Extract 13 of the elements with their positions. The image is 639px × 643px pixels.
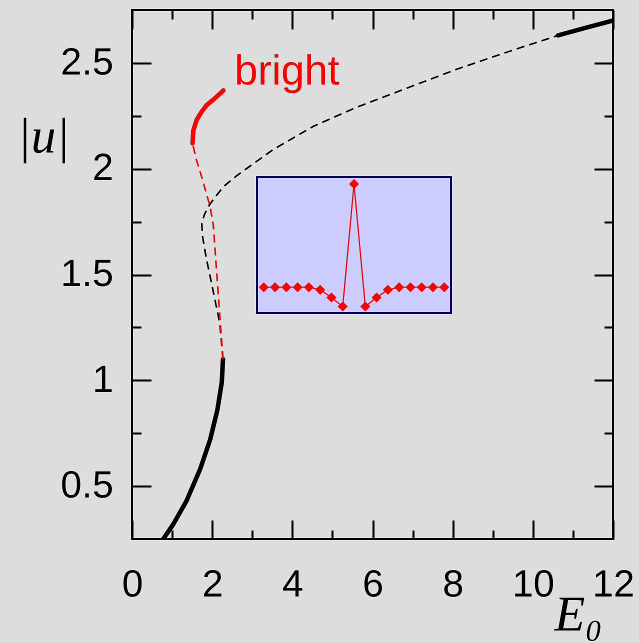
y-axis-title: |u| — [17, 108, 70, 164]
x-tick-label: 2 — [202, 564, 224, 606]
x-tick-label: 10 — [512, 564, 554, 606]
y-tick-label: 2 — [92, 147, 114, 190]
x-tick-label: 6 — [362, 564, 384, 606]
y-tick-label: 0.5 — [60, 464, 114, 507]
x-tick-label: 4 — [282, 564, 304, 606]
x-tick-label: 8 — [442, 564, 464, 606]
y-tick-label: 2.5 — [60, 41, 114, 84]
y-tick-label: 1.5 — [60, 253, 114, 295]
y-tick-label: 1 — [92, 358, 114, 401]
series-label: bright — [234, 46, 340, 94]
x-tick-label: 0 — [122, 564, 144, 606]
